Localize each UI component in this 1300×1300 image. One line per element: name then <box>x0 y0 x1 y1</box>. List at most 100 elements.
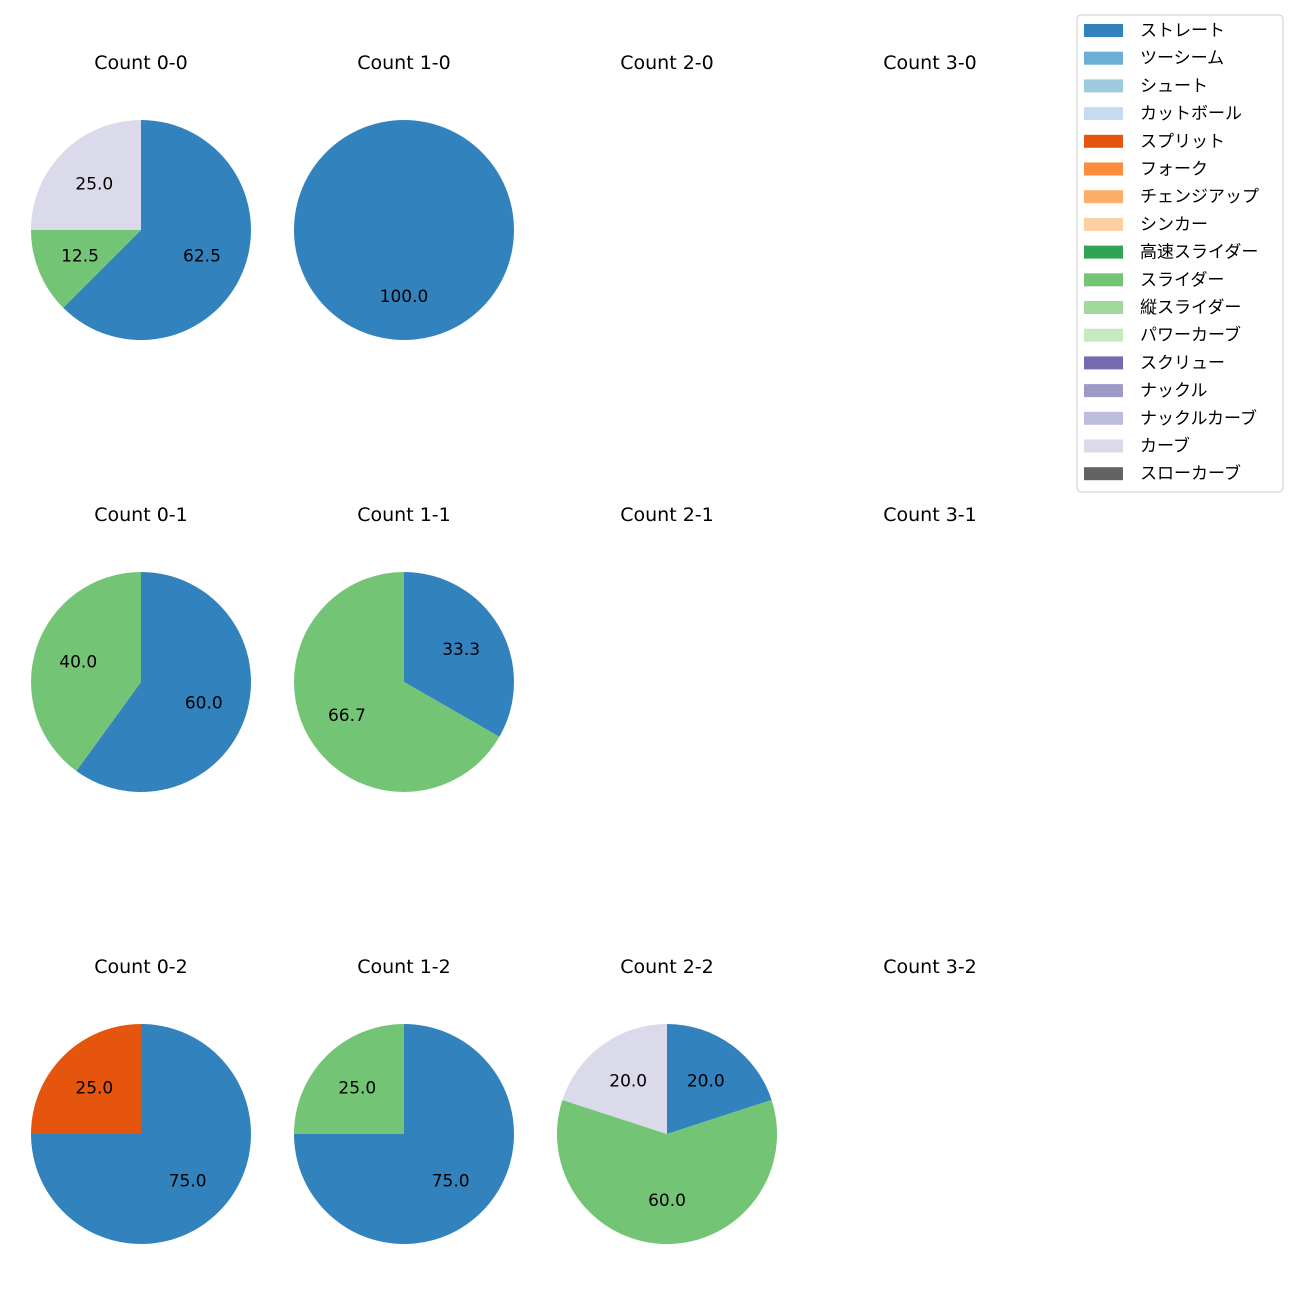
pie-slice-label: 60.0 <box>648 1191 686 1211</box>
pie-slice <box>31 120 141 230</box>
pie-slice <box>562 1024 667 1134</box>
legend-entry: スクリュー <box>1084 353 1225 373</box>
panel-title: Count 1-0 <box>357 52 451 74</box>
pie-panel: Count 0-0 62.5 12.5 25.0 <box>30 52 251 340</box>
legend-label: ナックル <box>1140 381 1208 401</box>
pie-slice-label: 20.0 <box>687 1072 725 1092</box>
legend-entry: スローカーブ <box>1084 463 1241 484</box>
legend-label: カーブ <box>1140 436 1190 457</box>
legend-swatch <box>1084 217 1123 231</box>
pie-slice-label: 12.5 <box>61 246 99 266</box>
legend-swatch <box>1084 162 1123 176</box>
pie-slice-label: 25.0 <box>75 174 113 194</box>
panel-title: Count 0-0 <box>94 52 188 74</box>
pie-panel: Count 3-1 <box>883 504 977 526</box>
legend-entry: シュート <box>1084 76 1208 96</box>
legend-swatch <box>1084 190 1123 204</box>
pie-slice-label: 40.0 <box>59 653 97 673</box>
panel-title: Count 0-1 <box>94 504 188 526</box>
panel-title: Count 3-1 <box>883 504 977 526</box>
pie-panel: Count 2-1 <box>620 504 714 526</box>
legend-swatch <box>1084 79 1123 93</box>
legend-swatch <box>1084 384 1123 398</box>
legend-entry: スプリット <box>1084 132 1225 152</box>
pie-panel: Count 1-0 100.0 <box>294 52 514 340</box>
legend-label: スプリット <box>1140 132 1225 152</box>
legend-entry: ツーシーム <box>1084 49 1224 69</box>
pie-slice-label: 60.0 <box>185 693 223 713</box>
legend-label: スローカーブ <box>1140 463 1241 484</box>
pie-slice-label: 20.0 <box>609 1072 647 1092</box>
legend-entry: 高速スライダー <box>1084 243 1258 263</box>
legend-label: カットボール <box>1140 104 1242 124</box>
legend-label: ツーシーム <box>1140 49 1224 69</box>
legend-swatch <box>1084 439 1123 453</box>
pie-slice <box>76 572 251 792</box>
panel-title: Count 2-2 <box>620 956 714 978</box>
pie-slice <box>30 230 141 308</box>
pie-slice-label: 75.0 <box>169 1172 207 1192</box>
legend-label: 縦スライダー <box>1140 298 1241 318</box>
panel-title: Count 2-0 <box>620 52 714 74</box>
legend-entry: シンカー <box>1084 215 1208 235</box>
pie-slice <box>294 120 514 340</box>
legend-entry: カーブ <box>1084 436 1190 457</box>
pie-slice <box>63 120 251 340</box>
pie-panel: Count 0-2 75.0 25.0 <box>31 956 251 1244</box>
pie-slice <box>293 572 500 792</box>
legend-entry: カットボール <box>1084 104 1242 124</box>
legend-swatch <box>1084 107 1123 121</box>
pie-panel: Count 2-0 <box>620 52 714 74</box>
legend-swatch <box>1084 301 1123 314</box>
legend-swatch <box>1084 134 1123 148</box>
legend-label: シュート <box>1140 76 1208 96</box>
legend-entry: ナックル <box>1084 381 1208 401</box>
legend-swatch <box>1084 24 1123 37</box>
pie-slice <box>30 572 141 771</box>
legend-entry: パワーカーブ <box>1084 325 1241 346</box>
legend-label: パワーカーブ <box>1140 325 1241 346</box>
pie-slice <box>31 1024 141 1134</box>
pie-slice-label: 25.0 <box>75 1078 113 1098</box>
legend-label: スクリュー <box>1140 353 1225 373</box>
legend-swatch <box>1084 245 1123 259</box>
panel-title: Count 1-1 <box>357 504 451 526</box>
legend-swatch <box>1084 467 1123 481</box>
legend-label: ストレート <box>1140 21 1225 41</box>
legend-label: ナックルカーブ <box>1140 408 1257 429</box>
pie-slice <box>557 1100 777 1245</box>
legend-entry: スライダー <box>1084 270 1224 290</box>
legend-frame <box>1076 14 1284 493</box>
pie-slice <box>404 572 514 737</box>
legend-label: チェンジアップ <box>1140 187 1259 207</box>
pie-slice-label: 62.5 <box>183 246 221 266</box>
pie-slice-label: 33.3 <box>442 640 480 660</box>
legend-swatch <box>1084 51 1123 65</box>
panel-title: Count 3-0 <box>883 52 977 74</box>
pie-panel: Count 3-2 <box>883 956 977 978</box>
pie-panel: Count 3-0 <box>883 52 977 74</box>
pie-panel: Count 2-2 20.0 60.0 20.0 <box>557 956 777 1245</box>
pie-panel: Count 1-1 33.3 66.7 <box>293 504 514 792</box>
legend-entry: ナックルカーブ <box>1084 408 1257 429</box>
pie-slice <box>667 1024 772 1134</box>
panel-title: Count 3-2 <box>883 956 977 978</box>
pie-panel: Count 1-2 75.0 25.0 <box>294 956 514 1244</box>
pie-slice-label: 66.7 <box>328 706 366 726</box>
pie-slice <box>294 1024 404 1134</box>
legend-label: スライダー <box>1140 270 1224 290</box>
legend-entry: 縦スライダー <box>1084 298 1241 318</box>
legend-swatch <box>1084 411 1123 425</box>
panel-title: Count 1-2 <box>357 956 451 978</box>
legend-swatch <box>1084 273 1123 287</box>
panel-title: Count 0-2 <box>94 956 188 978</box>
legend-label: フォーク <box>1140 160 1208 180</box>
legend-entry: フォーク <box>1084 160 1208 180</box>
legend-label: シンカー <box>1140 215 1208 235</box>
legend-entry: ストレート <box>1084 21 1225 41</box>
pie-slice-label: 100.0 <box>380 287 429 307</box>
pie-panel: Count 0-1 60.0 40.0 <box>30 504 251 792</box>
legend-swatch <box>1084 328 1123 342</box>
